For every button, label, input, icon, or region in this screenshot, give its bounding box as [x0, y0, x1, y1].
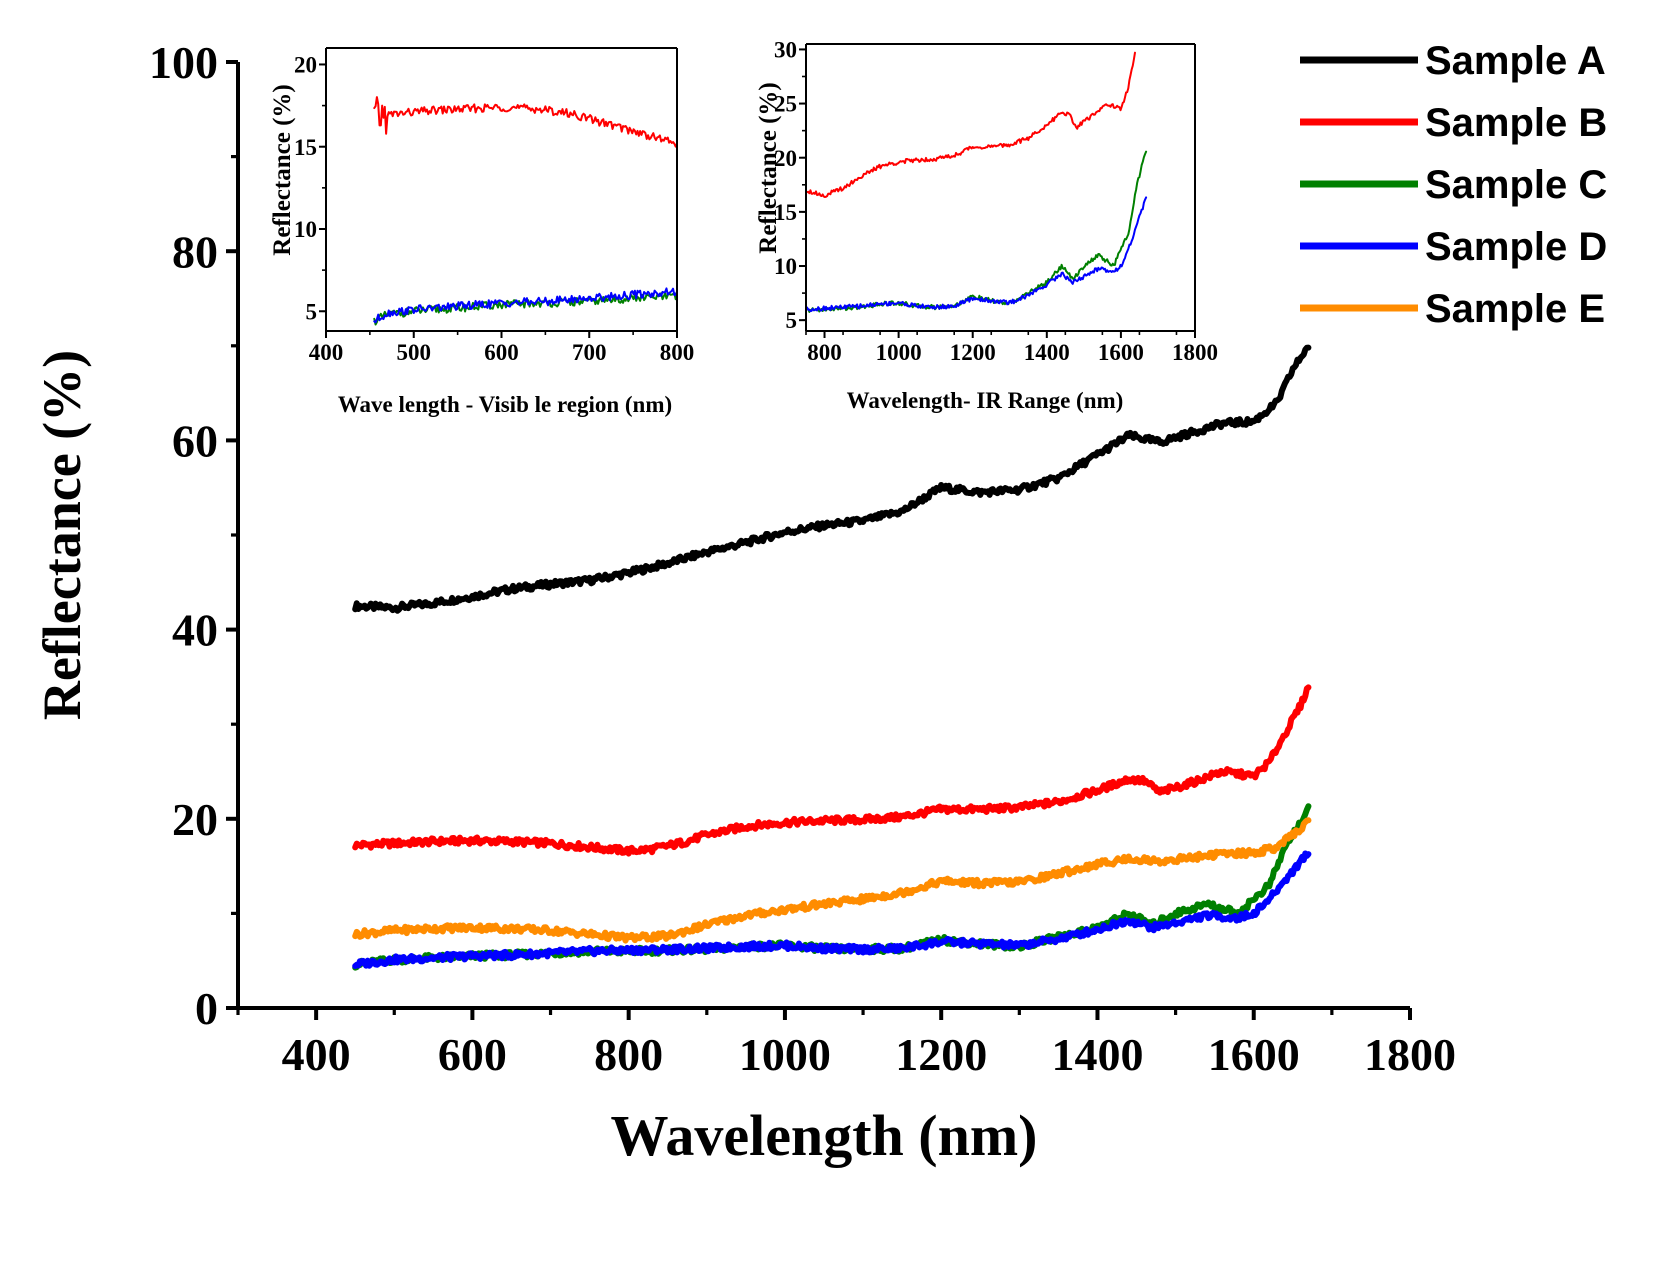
legend: Sample A Sample B Sample C Sample D Sample E — [1300, 39, 1607, 331]
x-tick-label: 400 — [282, 1029, 351, 1080]
x-tick-label: 800 — [807, 340, 842, 365]
y-tick-label: 20 — [774, 146, 797, 171]
x-axis-title: Wavelength- IR Range (nm) — [847, 388, 1124, 413]
legend-label: Sample D — [1425, 225, 1607, 269]
x-tick-label: 700 — [572, 340, 607, 365]
x-tick-label: 800 — [660, 340, 695, 365]
legend-label: Sample B — [1425, 101, 1607, 145]
x-tick-label: 1400 — [1024, 340, 1070, 365]
series-line-inset-visible-curve-0 — [373, 96, 678, 148]
y-tick-label: 80 — [172, 226, 218, 277]
legend-label: Sample C — [1425, 163, 1607, 207]
x-tick-label: 500 — [397, 340, 432, 365]
y-tick-label: 25 — [774, 92, 797, 117]
y-axis-title: Reflectance (%) — [755, 82, 782, 253]
legend-label: Sample E — [1425, 287, 1605, 331]
series-line-inset-ir-curve-2 — [805, 196, 1148, 313]
y-tick-label: 5 — [306, 299, 318, 324]
series-line-inset-visible-curve-2 — [373, 287, 678, 324]
x-axis-title: Wave length - Visib le region (nm) — [338, 392, 672, 417]
series-line-main-sample-d — [352, 850, 1312, 970]
x-tick-label: 1800 — [1364, 1029, 1456, 1080]
y-tick-label: 15 — [774, 200, 797, 225]
x-tick-label: 600 — [438, 1029, 507, 1080]
series-line-main-sample-b — [352, 684, 1312, 857]
y-tick-label: 10 — [774, 254, 797, 279]
y-tick-label: 0 — [195, 983, 218, 1034]
y-tick-label: 10 — [294, 217, 317, 242]
x-tick-label: 1000 — [876, 340, 922, 365]
x-axis-title: Wavelength (nm) — [611, 1103, 1038, 1168]
x-tick-label: 1800 — [1172, 340, 1218, 365]
series-line-main-sample-e — [352, 817, 1312, 944]
x-tick-label: 1600 — [1208, 1029, 1300, 1080]
y-axis-title: Reflectance (%) — [32, 350, 92, 720]
y-tick-label: 15 — [294, 135, 317, 160]
series-line-main-sample-a — [352, 344, 1312, 614]
x-tick-label: 600 — [484, 340, 519, 365]
chart-panel-main: 400 600 800 1000 1200 1400 1600 1800 0 20 40 60 80 10… — [32, 37, 1456, 1168]
x-tick-label: 800 — [594, 1029, 663, 1080]
series-line-inset-ir-curve-1 — [805, 150, 1148, 313]
x-tick-label: 1600 — [1098, 340, 1144, 365]
y-tick-label: 5 — [786, 308, 798, 333]
y-tick-label: 20 — [172, 794, 218, 845]
y-tick-label: 60 — [172, 416, 218, 467]
y-tick-label: 40 — [172, 605, 218, 656]
series-line-inset-visible-curve-1 — [373, 292, 678, 326]
chart-panel-inset-ir: 800 1000 1200 1400 1600 1800 5 10 15 20 25 30 Wavele… — [755, 37, 1218, 413]
y-tick-label: 20 — [294, 53, 317, 78]
x-tick-label: 1000 — [739, 1029, 831, 1080]
chart-panel-inset-visible: 400 500 600 700 800 5 10 15 20 Wave length - Visi… — [269, 47, 695, 417]
x-tick-label: 400 — [309, 340, 344, 365]
y-tick-label: 30 — [774, 37, 797, 62]
y-tick-label: 100 — [149, 37, 218, 88]
x-tick-label: 1400 — [1051, 1029, 1143, 1080]
legend-label: Sample A — [1425, 39, 1606, 83]
x-tick-label: 1200 — [950, 340, 996, 365]
x-tick-label: 1200 — [895, 1029, 987, 1080]
series-line-inset-ir-curve-0 — [805, 51, 1136, 199]
y-axis-title: Reflectance (%) — [269, 84, 296, 255]
